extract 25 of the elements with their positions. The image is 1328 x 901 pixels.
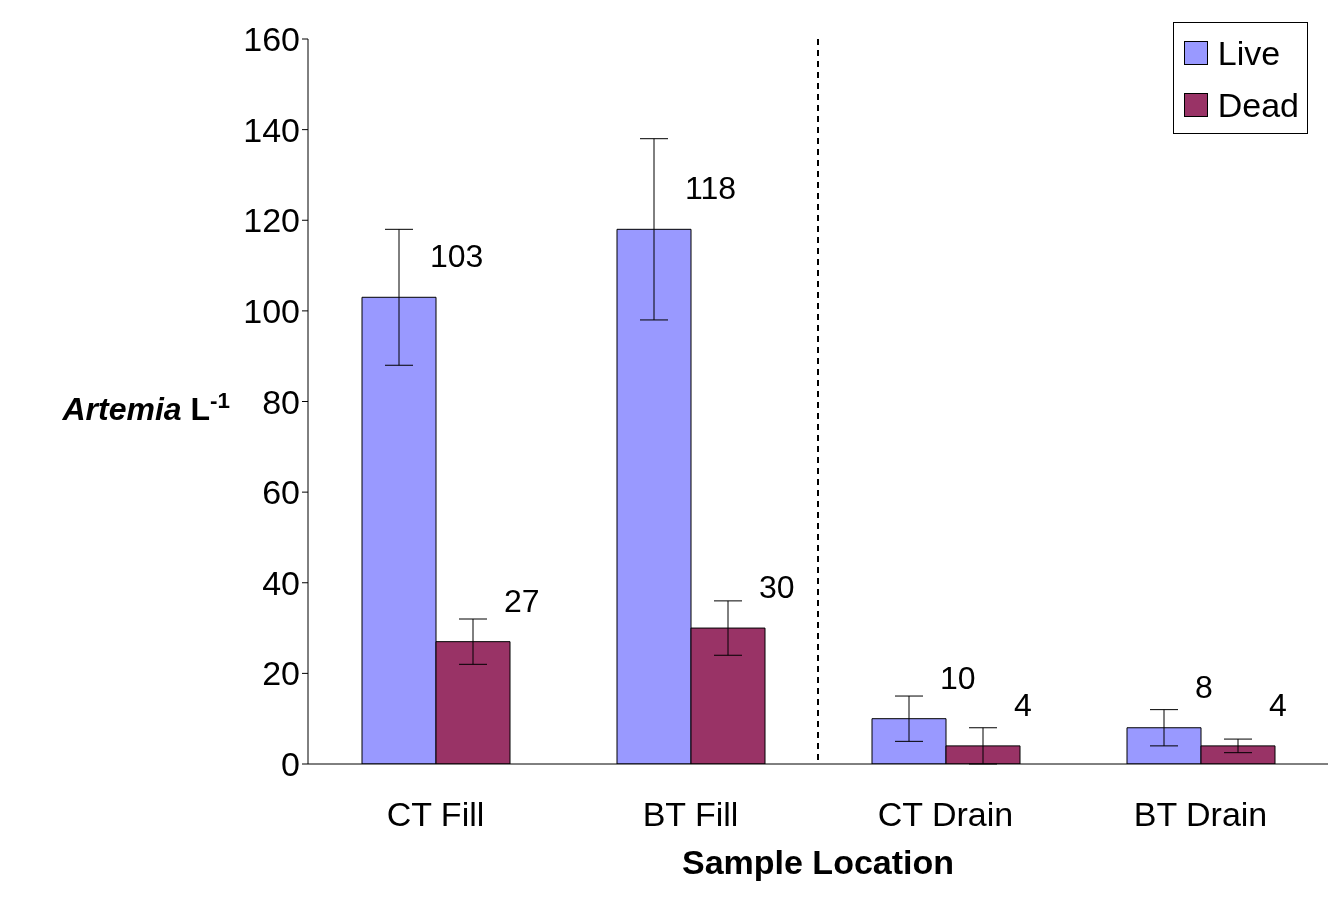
x-tick-label: BT Fill [642,795,739,834]
data-label: 103 [430,238,484,275]
x-tick-label: CT Drain [877,795,1014,834]
data-label: 8 [1195,668,1213,705]
y-tick-label: 100 [243,291,300,330]
x-tick-label: BT Drain [1133,795,1268,834]
y-tick-label: 20 [262,654,300,693]
y-tick-label: 160 [243,20,300,59]
y-tick-label: 120 [243,201,300,240]
legend-label: Live [1217,33,1281,73]
data-label: 30 [759,569,795,606]
data-label: 118 [685,170,737,207]
x-tick-label: CT Fill [386,795,485,834]
data-label: 4 [1269,686,1287,723]
y-tick-label: 80 [262,382,300,421]
y-tick-label: 60 [262,473,300,512]
y-tick-label: 40 [262,563,300,602]
legend-label: Dead [1217,85,1299,125]
x-axis-title: Sample Location [680,842,956,882]
data-label: 10 [940,659,976,696]
data-label: 4 [1014,686,1032,723]
y-axis-title: Artemia L$^{-1}$ [61,387,230,427]
data-label: 27 [504,582,540,619]
y-tick-label: 140 [243,110,300,149]
y-tick-label: 0 [281,745,300,784]
